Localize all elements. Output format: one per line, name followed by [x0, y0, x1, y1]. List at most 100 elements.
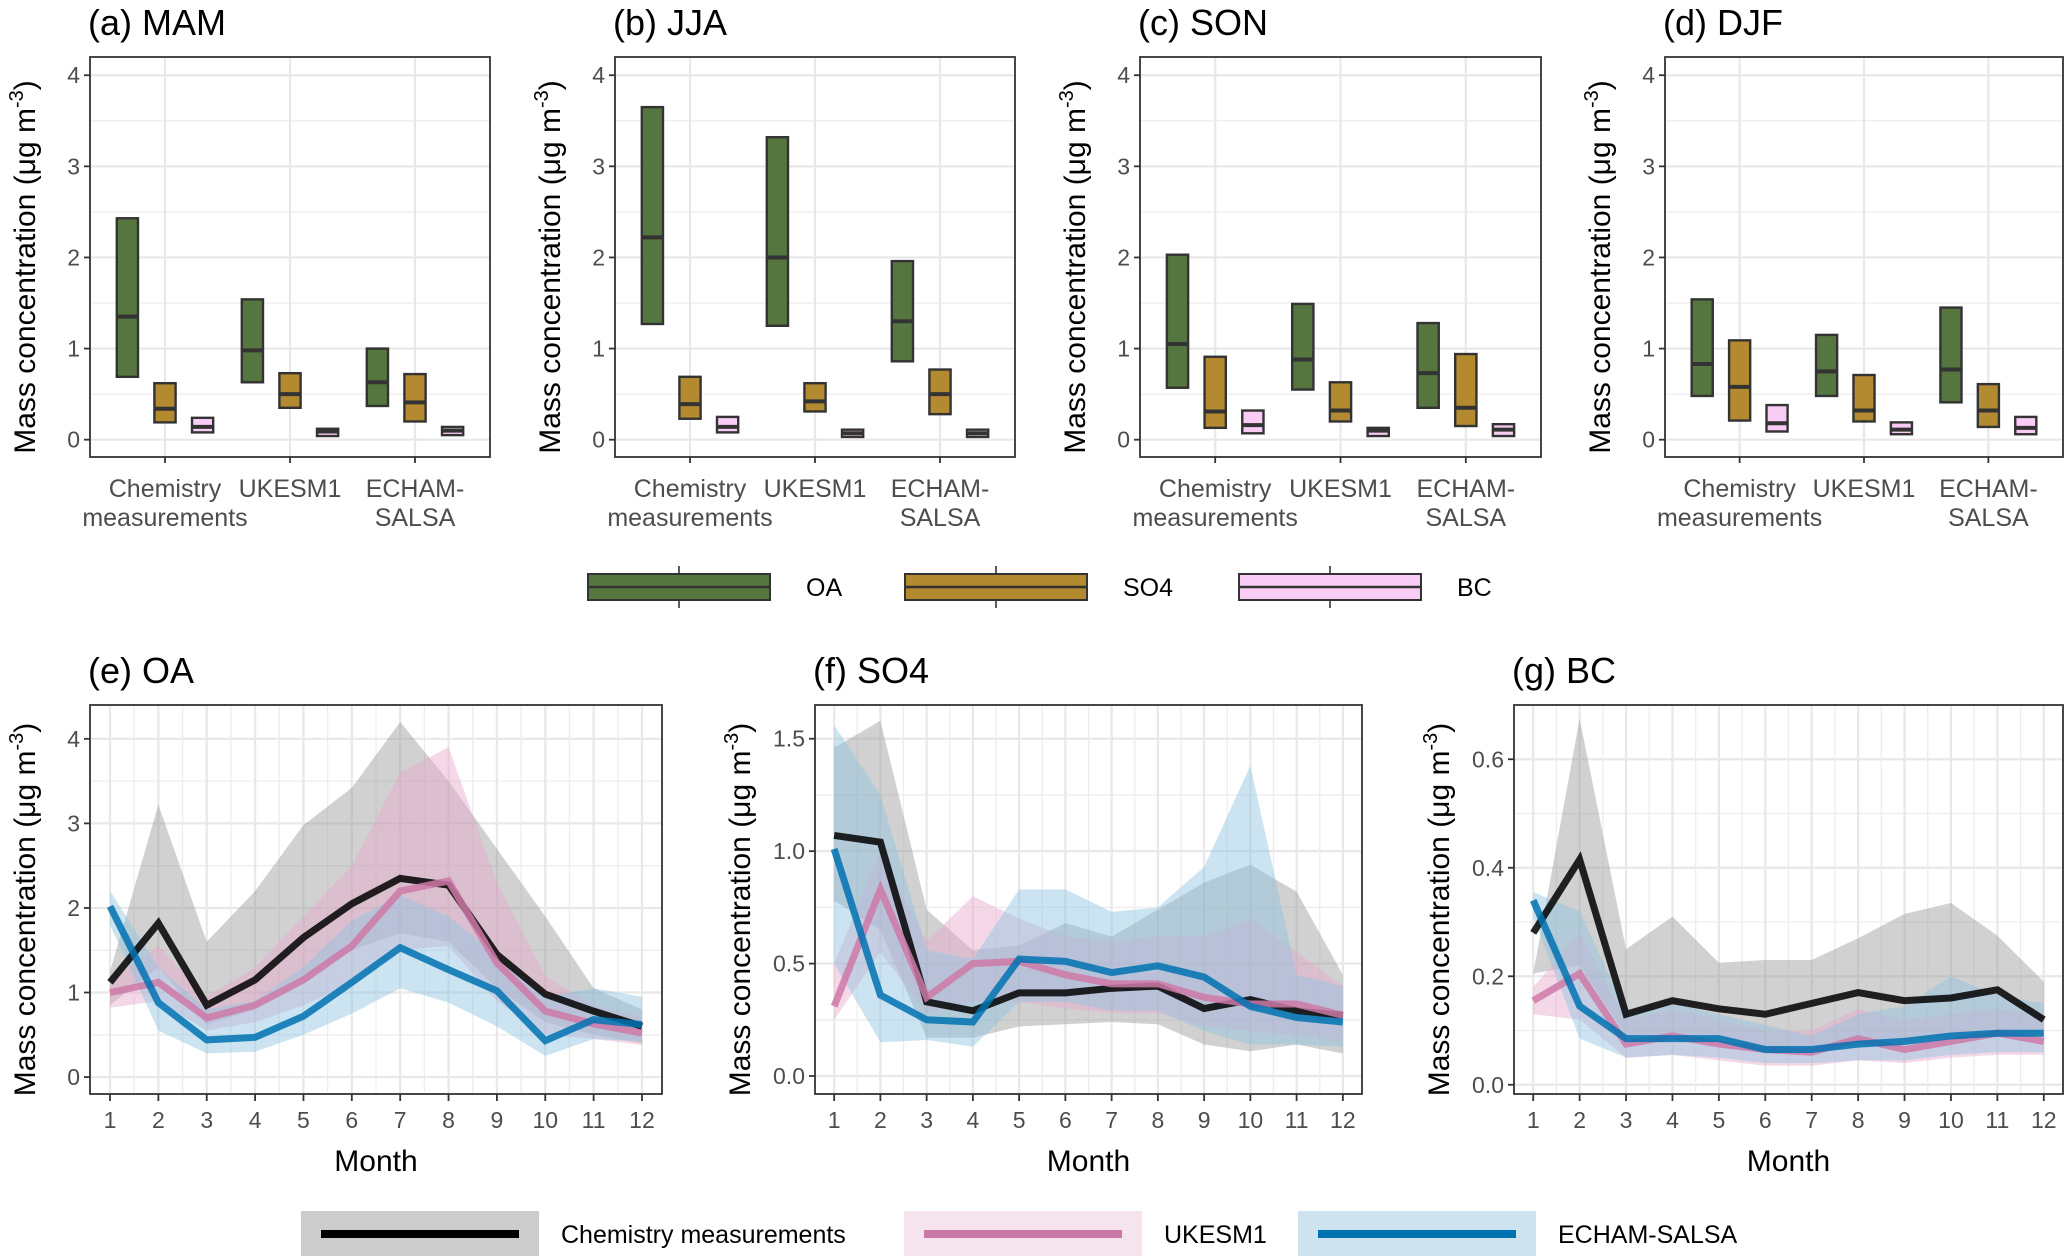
plot-border [1513, 704, 2064, 1095]
box-legend: OA SO4 BC [587, 566, 1492, 608]
legend-label: ECHAM-SALSA [1558, 1221, 1738, 1249]
y-axis-label: Mass concentration (μg m-3) [1581, 80, 1617, 454]
y-tick-label: 0.0 [1472, 1072, 1504, 1098]
y-tick-label: 2 [67, 244, 80, 270]
panel-title: (c) SON [1138, 2, 1268, 43]
ribbon-echam-salsa [834, 725, 1343, 1047]
ribbon-chemistry-measurements [1533, 718, 2044, 1053]
x-category-label: UKESM1 [764, 475, 867, 503]
y-tick-label: 1 [67, 980, 80, 1006]
y-tick-label: 4 [1117, 62, 1130, 88]
x-category-label: Chemistry [1159, 475, 1272, 503]
y-axis-label: Mass concentration (μg m-3) [1056, 80, 1092, 454]
y-tick-label: 3 [1642, 153, 1655, 179]
y-tick-label: 0.5 [773, 951, 805, 977]
line-chemistry-measurements [107, 874, 644, 1030]
y-tick-label: 0 [67, 427, 80, 453]
box-so4 [1976, 382, 2001, 429]
x-tick-label: 11 [582, 1107, 606, 1133]
x-tick-label: 11 [1985, 1107, 2009, 1133]
x-tick-label: 8 [1151, 1107, 1164, 1133]
x-tick-label: 6 [1759, 1107, 1772, 1133]
x-category-label: ECHAM- [891, 475, 990, 503]
x-tick-label: 6 [1059, 1107, 1072, 1133]
x-tick-label: 1 [1527, 1107, 1540, 1133]
y-tick-label: 4 [592, 62, 605, 88]
x-category-label: Chemistry [634, 475, 747, 503]
x-tick-label: 1 [104, 1107, 117, 1133]
box-bc [1241, 409, 1265, 435]
x-category-label: Chemistry [1683, 475, 1796, 503]
x-tick-label: 12 [2031, 1107, 2057, 1133]
box-oa [1939, 306, 1963, 404]
legend-label: Chemistry measurements [561, 1221, 846, 1249]
panel-title: (e) OA [88, 650, 194, 691]
box-so4 [1852, 373, 1876, 423]
x-category-label: UKESM1 [1289, 475, 1392, 503]
line-legend: Chemistry measurements UKESM1 ECHAM-SALSA [301, 1211, 1738, 1256]
panel-title: (f) SO4 [813, 650, 929, 691]
x-tick-label: 4 [1666, 1107, 1679, 1133]
y-tick-label: 1 [592, 336, 605, 362]
box-oa [240, 298, 265, 384]
y-tick-label: 1 [1642, 336, 1655, 362]
y-tick-label: 2 [592, 244, 605, 270]
box-so4 [1453, 352, 1478, 428]
x-tick-label: 2 [1573, 1107, 1586, 1133]
x-axis-label: Month [1047, 1145, 1130, 1178]
line-ukesm1 [109, 876, 643, 1037]
x-tick-label: 2 [874, 1107, 887, 1133]
y-tick-label: 0 [1117, 427, 1130, 453]
box-bc [715, 415, 740, 434]
x-tick-label: 7 [1805, 1107, 1818, 1133]
x-tick-label: 5 [297, 1107, 310, 1133]
y-tick-label: 3 [592, 153, 605, 179]
x-tick-label: 8 [442, 1107, 455, 1133]
box-bc [1765, 403, 1789, 433]
legend-label: SO4 [1123, 574, 1173, 602]
x-tick-label: 12 [1330, 1107, 1356, 1133]
panel-title: (g) BC [1512, 650, 1616, 691]
x-tick-label: 10 [1238, 1107, 1264, 1133]
y-tick-label: 2 [67, 895, 80, 921]
y-tick-label: 3 [67, 810, 80, 836]
box-so4 [153, 381, 177, 424]
box-oa [365, 347, 390, 408]
x-category-label: SALSA [1426, 504, 1507, 532]
y-axis-label: Mass concentration (μg m-3) [6, 80, 42, 454]
y-tick-label: 0.2 [1472, 963, 1504, 989]
legend-label: BC [1457, 574, 1492, 602]
x-tick-label: 5 [1712, 1107, 1725, 1133]
x-tick-label: 11 [1285, 1107, 1309, 1133]
x-category-label: UKESM1 [239, 475, 342, 503]
y-tick-label: 1.0 [773, 838, 805, 864]
box-so4 [1727, 339, 1752, 422]
box-oa [1814, 333, 1839, 398]
x-category-label: SALSA [1948, 504, 2029, 532]
y-axis-label: Mass concentration (μg m-3) [1420, 723, 1456, 1097]
box-oa [890, 259, 915, 363]
x-category-label: ECHAM- [1417, 475, 1516, 503]
panel-title: (b) JJA [613, 2, 727, 43]
y-tick-label: 4 [67, 62, 80, 88]
panel-title: (d) DJF [1663, 2, 1783, 43]
box-bc [2014, 415, 2038, 436]
x-tick-label: 7 [1105, 1107, 1118, 1133]
x-tick-label: 3 [200, 1107, 213, 1133]
x-category-label: measurements [1657, 504, 1822, 532]
y-tick-label: 1.5 [773, 726, 805, 752]
y-tick-label: 0.0 [773, 1063, 805, 1089]
line-ukesm1 [830, 880, 1344, 1019]
box-oa [1165, 253, 1190, 389]
ribbon-echam-salsa [1533, 892, 2044, 1064]
box-so4 [1203, 355, 1228, 430]
box-so4 [928, 368, 952, 416]
y-axis-label: Mass concentration (μg m-3) [721, 723, 757, 1097]
x-category-label: measurements [607, 504, 772, 532]
x-axis-label: Month [1747, 1145, 1830, 1178]
box-so4 [803, 381, 827, 413]
